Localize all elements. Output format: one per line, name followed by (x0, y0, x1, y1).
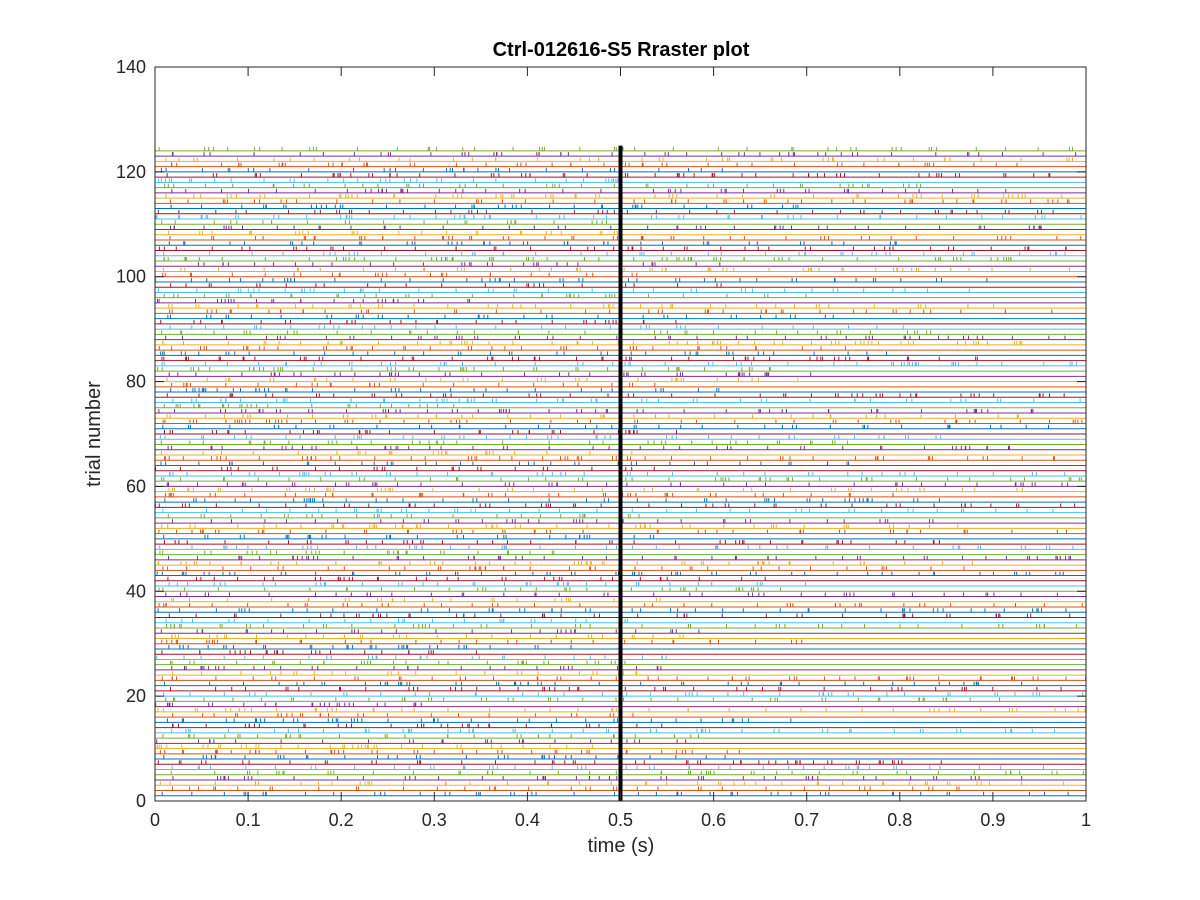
spike-ticks (154, 146, 1087, 796)
chart-title: Ctrl-012616-S5 Rraster plot (493, 39, 750, 61)
